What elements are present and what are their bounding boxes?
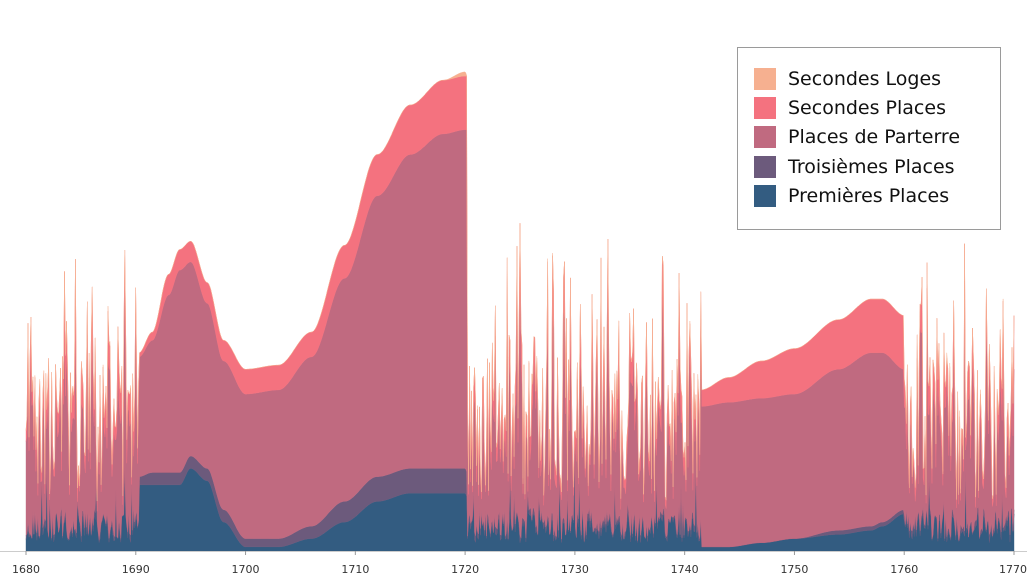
legend-swatch [754, 155, 776, 178]
legend-label: Secondes Loges [788, 67, 942, 90]
x-tick-label: 1710 [341, 563, 369, 576]
x-tick-label: 1690 [122, 563, 150, 576]
legend-label: Troisièmes Places [788, 155, 955, 178]
legend-item-troisiemes-places: Troisièmes Places [754, 152, 1000, 181]
x-tick-label: 1680 [12, 563, 40, 576]
chart-plot-area [25, 71, 1015, 552]
legend-swatch [754, 126, 776, 149]
legend-item-secondes-places: Secondes Places [754, 93, 1000, 122]
legend-label: Premières Places [788, 185, 950, 208]
x-tick-label: 1720 [451, 563, 479, 576]
x-tick-label: 1740 [671, 563, 699, 576]
legend-swatch [754, 97, 776, 120]
legend-swatch [754, 185, 776, 208]
legend-label: Secondes Places [788, 97, 946, 120]
legend-item-premieres-places: Premières Places [754, 182, 1000, 211]
x-axis: 1680 1690 1700 1710 1720 1730 1740 1750 1760 1770 [12, 551, 1027, 576]
legend-item-places-de-parterre: Places de Parterre [754, 123, 1000, 152]
legend-swatch [754, 67, 776, 90]
legend-item-secondes-loges: Secondes Loges [754, 64, 1000, 93]
legend-label: Places de Parterre [788, 126, 961, 149]
chart-legend: Secondes Loges Secondes Places Places de… [737, 47, 1001, 230]
x-tick-label: 1760 [890, 563, 918, 576]
x-tick-label: 1750 [780, 563, 808, 576]
area-secondes-loges [25, 71, 1015, 502]
x-tick-label: 1700 [232, 563, 260, 576]
x-tick-label: 1730 [561, 563, 589, 576]
x-tick-label: 1770 [999, 563, 1027, 576]
